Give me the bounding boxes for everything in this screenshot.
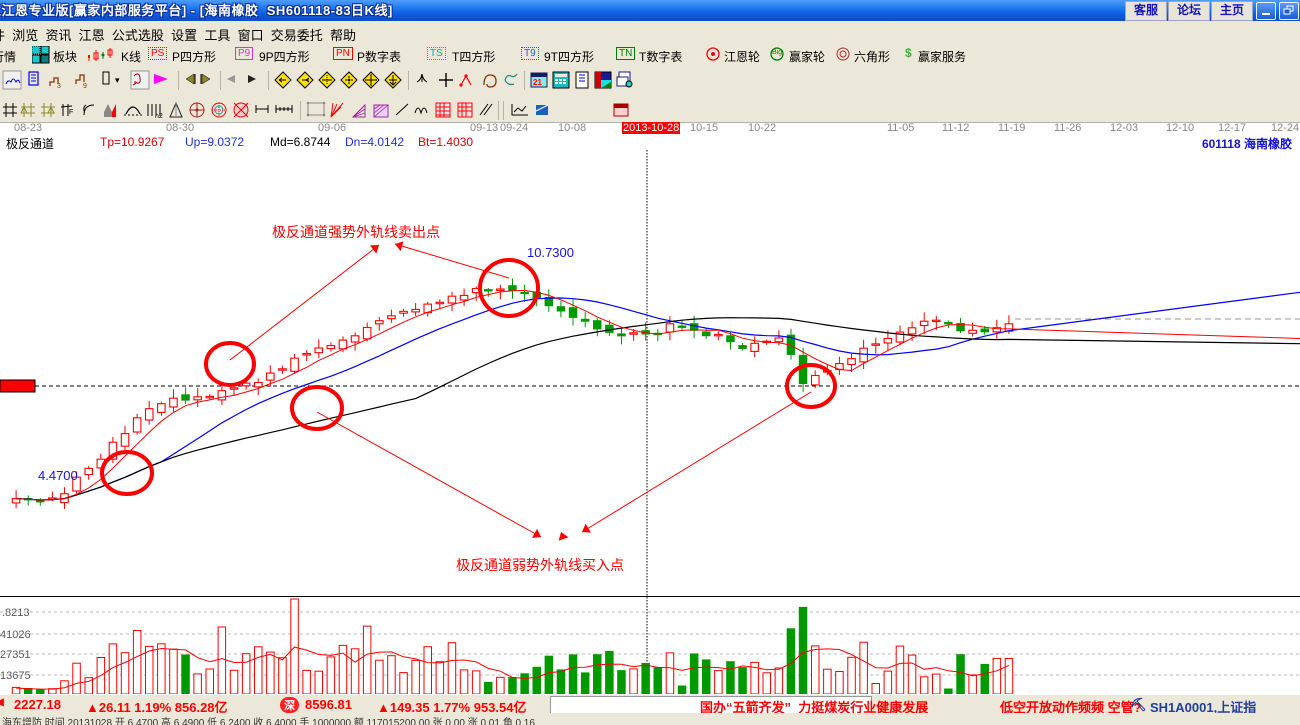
svg-text:F: F: [69, 109, 73, 116]
svg-text:3: 3: [57, 83, 61, 88]
svg-text:21: 21: [533, 78, 542, 87]
svg-text:n2: n2: [155, 113, 163, 118]
svg-text:9: 9: [83, 83, 87, 88]
